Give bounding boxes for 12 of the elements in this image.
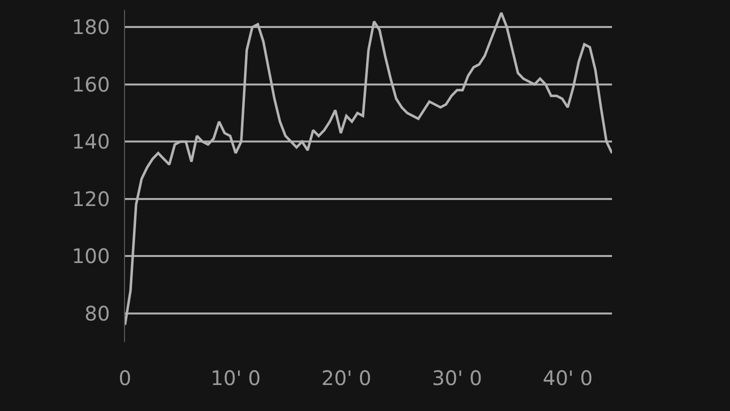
y-tick-label: 140 <box>72 130 110 154</box>
y-tick-label: 80 <box>84 301 110 326</box>
y-tick-label: 100 <box>72 244 110 268</box>
y-tick-label: 180 <box>72 15 110 40</box>
x-tick-label: 40' 0 <box>542 366 593 390</box>
x-tick-label: 30' 0 <box>432 366 482 390</box>
line-series <box>125 12 612 326</box>
x-tick-label: 20' 0 <box>321 366 372 390</box>
y-tick-label: 120 <box>72 186 110 211</box>
y-tick-label: 160 <box>72 72 110 96</box>
x-tick-label: 0 <box>118 366 132 390</box>
x-tick-label: 10' 0 <box>210 366 261 390</box>
